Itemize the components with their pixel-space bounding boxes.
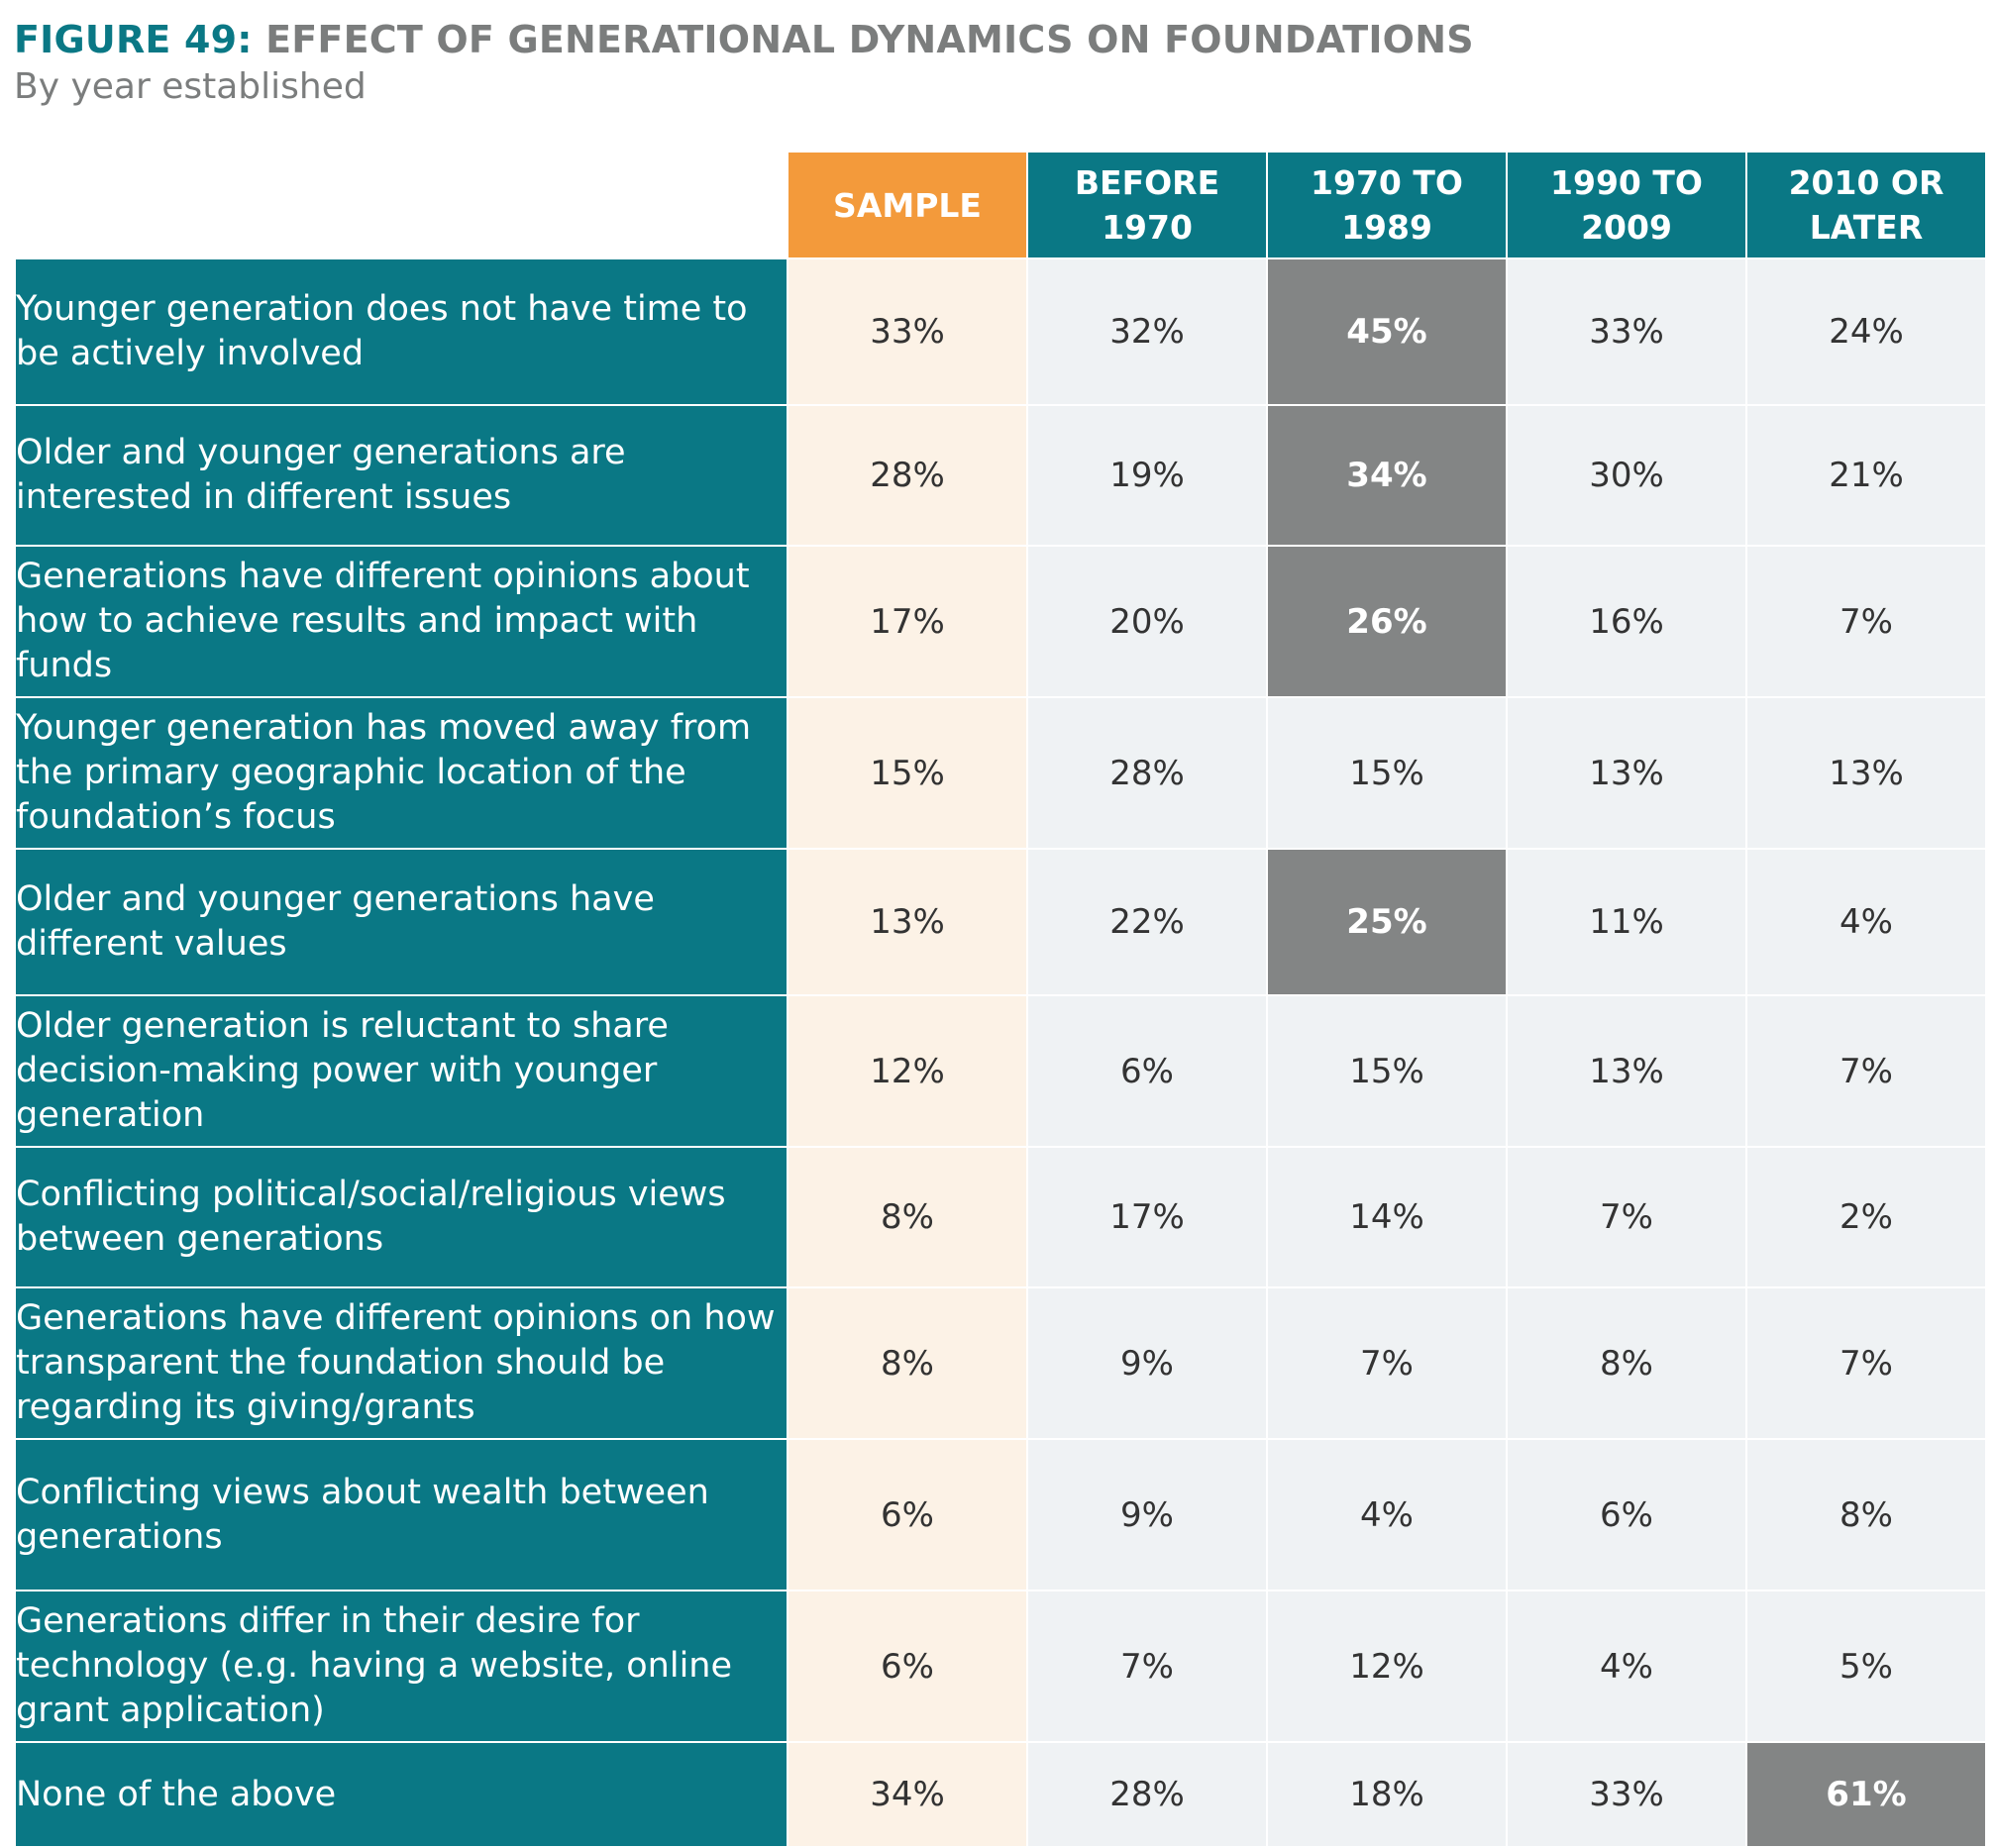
table-row: Conflicting views about wealth between g… bbox=[14, 1438, 1987, 1591]
value-cell: 34% bbox=[787, 1741, 1028, 1848]
value-cell: 4% bbox=[1266, 1438, 1508, 1591]
value-cell: 8% bbox=[787, 1146, 1028, 1288]
value-cell: 22% bbox=[1026, 848, 1268, 996]
table-row: Older and younger generations have diffe… bbox=[14, 848, 1987, 996]
data-table: SAMPLE BEFORE 1970 1970 TO 1989 1990 TO 200… bbox=[14, 151, 1987, 1848]
value-cell: 16% bbox=[1506, 545, 1747, 698]
figure-label: FIGURE 49: bbox=[14, 18, 253, 61]
column-header: SAMPLE bbox=[787, 151, 1028, 259]
value-cell: 28% bbox=[1026, 1741, 1268, 1848]
value-cell: 28% bbox=[787, 404, 1028, 547]
table-row: Generations differ in their desire for t… bbox=[14, 1590, 1987, 1743]
figure-title: FIGURE 49: EFFECT OF GENERATIONAL DYNAMI… bbox=[14, 14, 1474, 65]
value-cell: 15% bbox=[1266, 696, 1508, 850]
value-cell: 13% bbox=[787, 848, 1028, 996]
value-cell: 33% bbox=[787, 257, 1028, 406]
value-cell: 4% bbox=[1506, 1590, 1747, 1743]
value-cell: 9% bbox=[1026, 1286, 1268, 1440]
value-cell: 20% bbox=[1026, 545, 1268, 698]
row-label: Older generation is reluctant to share d… bbox=[14, 994, 788, 1148]
value-cell: 13% bbox=[1506, 696, 1747, 850]
value-cell: 6% bbox=[1026, 994, 1268, 1148]
row-label: Younger generation does not have time to… bbox=[14, 257, 788, 406]
value-cell: 7% bbox=[1745, 994, 1987, 1148]
row-label: Younger generation has moved away from t… bbox=[14, 696, 788, 850]
row-label: Conflicting views about wealth between g… bbox=[14, 1438, 788, 1591]
value-cell: 7% bbox=[1266, 1286, 1508, 1440]
value-cell: 28% bbox=[1026, 696, 1268, 850]
row-label: Generations have different opinions on h… bbox=[14, 1286, 788, 1440]
header-row: SAMPLE BEFORE 1970 1970 TO 1989 1990 TO 200… bbox=[14, 151, 1987, 259]
value-cell: 8% bbox=[787, 1286, 1028, 1440]
column-header: BEFORE 1970 bbox=[1026, 151, 1268, 259]
row-label: Older and younger generations have diffe… bbox=[14, 848, 788, 996]
column-header: 1970 TO 1989 bbox=[1266, 151, 1508, 259]
row-label: Older and younger generations are intere… bbox=[14, 404, 788, 547]
value-cell: 7% bbox=[1506, 1146, 1747, 1288]
highlighted-value-cell: 34% bbox=[1266, 404, 1508, 547]
table-row: Younger generation does not have time to… bbox=[14, 257, 1987, 406]
value-cell: 4% bbox=[1745, 848, 1987, 996]
value-cell: 7% bbox=[1026, 1590, 1268, 1743]
figure-subtitle: By year established bbox=[14, 66, 367, 107]
value-cell: 2% bbox=[1745, 1146, 1987, 1288]
highlighted-value-cell: 45% bbox=[1266, 257, 1508, 406]
value-cell: 15% bbox=[787, 696, 1028, 850]
figure-title-text: EFFECT OF GENERATIONAL DYNAMICS ON FOUND… bbox=[265, 18, 1474, 61]
value-cell: 8% bbox=[1745, 1438, 1987, 1591]
value-cell: 5% bbox=[1745, 1590, 1987, 1743]
table-row: Generations have different opinions abou… bbox=[14, 545, 1987, 698]
value-cell: 19% bbox=[1026, 404, 1268, 547]
header-corner bbox=[14, 151, 788, 259]
value-cell: 6% bbox=[1506, 1438, 1747, 1591]
table-row: Older generation is reluctant to share d… bbox=[14, 994, 1987, 1148]
table-row: Older and younger generations are intere… bbox=[14, 404, 1987, 547]
row-label: None of the above bbox=[14, 1741, 788, 1848]
value-cell: 8% bbox=[1506, 1286, 1747, 1440]
row-label: Generations differ in their desire for t… bbox=[14, 1590, 788, 1743]
highlighted-value-cell: 61% bbox=[1745, 1741, 1987, 1848]
value-cell: 33% bbox=[1506, 1741, 1747, 1848]
value-cell: 13% bbox=[1745, 696, 1987, 850]
value-cell: 15% bbox=[1266, 994, 1508, 1148]
value-cell: 33% bbox=[1506, 257, 1747, 406]
row-label: Conflicting political/social/religious v… bbox=[14, 1146, 788, 1288]
value-cell: 14% bbox=[1266, 1146, 1508, 1288]
value-cell: 12% bbox=[787, 994, 1028, 1148]
highlighted-value-cell: 25% bbox=[1266, 848, 1508, 996]
highlighted-value-cell: 26% bbox=[1266, 545, 1508, 698]
value-cell: 13% bbox=[1506, 994, 1747, 1148]
value-cell: 9% bbox=[1026, 1438, 1268, 1591]
value-cell: 32% bbox=[1026, 257, 1268, 406]
table-row: Generations have different opinions on h… bbox=[14, 1286, 1987, 1440]
value-cell: 30% bbox=[1506, 404, 1747, 547]
value-cell: 12% bbox=[1266, 1590, 1508, 1743]
table-row: Conflicting political/social/religious v… bbox=[14, 1146, 1987, 1288]
value-cell: 21% bbox=[1745, 404, 1987, 547]
column-header: 2010 OR LATER bbox=[1745, 151, 1987, 259]
value-cell: 6% bbox=[787, 1438, 1028, 1591]
value-cell: 24% bbox=[1745, 257, 1987, 406]
value-cell: 6% bbox=[787, 1590, 1028, 1743]
value-cell: 7% bbox=[1745, 1286, 1987, 1440]
value-cell: 7% bbox=[1745, 545, 1987, 698]
value-cell: 17% bbox=[1026, 1146, 1268, 1288]
table-row: None of the above 34% 28% 18% 33% 61% bbox=[14, 1741, 1987, 1848]
row-label: Generations have different opinions abou… bbox=[14, 545, 788, 698]
value-cell: 11% bbox=[1506, 848, 1747, 996]
column-header: 1990 TO 2009 bbox=[1506, 151, 1747, 259]
value-cell: 18% bbox=[1266, 1741, 1508, 1848]
table-row: Younger generation has moved away from t… bbox=[14, 696, 1987, 850]
value-cell: 17% bbox=[787, 545, 1028, 698]
figure-header: FIGURE 49: EFFECT OF GENERATIONAL DYNAMI… bbox=[14, 14, 1474, 111]
